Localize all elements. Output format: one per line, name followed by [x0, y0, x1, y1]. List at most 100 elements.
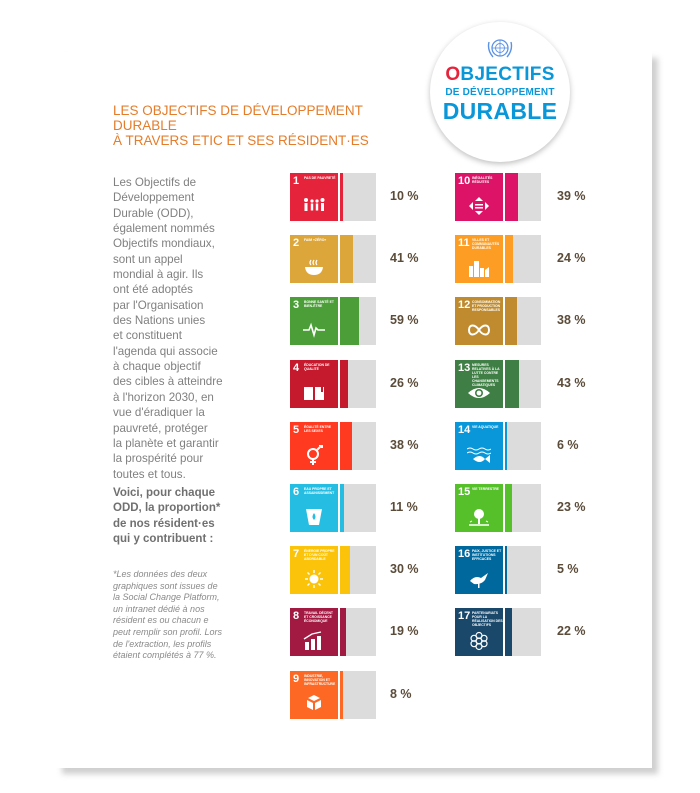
- sdg-number: 9: [293, 673, 300, 685]
- sdg-label: PARTENARIATS POUR LA RÉALISATION DES OBJ…: [472, 611, 503, 627]
- intro-line: ont été adoptés: [113, 283, 193, 297]
- sdg-label: CONSOMMATION ET PRODUCTION RESPONSABLES: [472, 300, 501, 312]
- sdg-12-tile: 12 CONSOMMATION ET PRODUCTION RESPONSABLE…: [455, 297, 503, 345]
- sdg-number: 14: [458, 424, 471, 436]
- sdg-10-tile: 10 INÉGALITÉS RÉDUITES: [455, 173, 503, 221]
- sdg-bar: [505, 235, 513, 283]
- intro-line: la prospérité pour: [113, 452, 204, 466]
- sdg-value-label: 19 %: [390, 624, 419, 638]
- sdg-14-tile: 14 VIE AQUATIQUE: [455, 422, 503, 470]
- sdg-number: 5: [293, 424, 300, 436]
- intro-line: l'agenda qui associe: [113, 344, 218, 358]
- sdg-label: INDUSTRIE, INNOVATION ET INFRASTRUCTURE: [304, 674, 336, 686]
- un-emblem-icon: [487, 39, 513, 58]
- sdg-bar: [505, 173, 518, 221]
- highlight-line: de nos résident·es: [113, 517, 215, 530]
- sdg-3-tile: 3 BONNE SANTÉ ET BIEN-ÊTRE: [290, 297, 338, 345]
- sdg-bar-track: [505, 297, 541, 345]
- intro-line: Les Objectifs de: [113, 176, 197, 189]
- sdg-label: PAS DE PAUVRETÉ: [304, 176, 336, 180]
- sdg-2-tile: 2 FAIM «ZÉRO»: [290, 235, 338, 283]
- sdg-7-tile: 7 ÉNERGIE PROPRE ET D'UN COÛT ABORDABLE: [290, 546, 338, 594]
- sdg-label: ÉGALITÉ ENTRE LES SEXES: [304, 425, 332, 433]
- footnote-line: de l'extraction, les profils: [113, 638, 212, 649]
- page-title-line2: À TRAVERS ETIC ET SES RÉSIDENT·ES: [113, 133, 369, 148]
- sdg-bar-track: [340, 297, 376, 345]
- sdg-bar: [340, 671, 343, 719]
- sdg-bar-track: [505, 608, 541, 656]
- eye-globe-icon: [468, 388, 490, 398]
- highlight-line: ODD, la proportion*: [113, 502, 221, 515]
- sdg-value-label: 41 %: [390, 251, 419, 265]
- sdg-bar-track: [340, 671, 376, 719]
- sdg-label: ÉNERGIE PROPRE ET D'UN COÛT ABORDABLE: [304, 549, 335, 561]
- sdg-bar: [505, 297, 518, 345]
- water-drop-icon: [306, 509, 322, 525]
- city-icon: [469, 261, 489, 277]
- footnote-line: graphiques sont issues de: [113, 580, 218, 591]
- sdg-label: VIE AQUATIQUE: [472, 425, 499, 429]
- bowl-icon: [305, 259, 323, 275]
- sdg-bar-track: [505, 546, 541, 594]
- page-title-line1: LES OBJECTIFS DE DÉVELOPPEMENT DURABLE: [113, 103, 363, 133]
- book-icon: [304, 384, 324, 400]
- intro-line: mondial à agir. Ils: [113, 268, 204, 282]
- sdg-number: 13: [458, 362, 471, 374]
- sdg-bar: [340, 608, 347, 656]
- dove-icon: [470, 573, 488, 588]
- intro-line: Développement: [113, 191, 195, 205]
- sdg-value-label: 10 %: [390, 189, 419, 203]
- tree-icon: [469, 509, 489, 526]
- sdg-label: VIE TERRESTRE: [472, 487, 499, 491]
- sdg-label: BONNE SANTÉ ET BIEN-ÊTRE: [304, 300, 334, 308]
- sdg-label: ÉDUCATION DE QUALITÉ: [304, 363, 330, 371]
- sdg-value-label: 38 %: [557, 313, 586, 327]
- intro-line: toutes et tous.: [113, 467, 186, 481]
- sdg-bar: [505, 546, 507, 594]
- sdg-value-label: 5 %: [557, 562, 579, 576]
- sdg-number: 6: [293, 486, 300, 498]
- gender-icon: [307, 445, 323, 465]
- sdg-bar: [505, 360, 519, 408]
- footnote-paragraph: *Les données des deux graphiques sont iss…: [113, 569, 238, 662]
- sdg-value-label: 6 %: [557, 438, 579, 452]
- sdg-number: 1: [293, 175, 300, 187]
- sdg-number: 3: [293, 299, 300, 311]
- sdg-bar: [340, 235, 354, 283]
- sdg-bar-track: [340, 422, 376, 470]
- sdg-label: PAIX, JUSTICE ET INSTITUTIONS EFFICACES: [472, 549, 502, 561]
- sdg-17-tile: 17 PARTENARIATS POUR LA RÉALISATION DES O…: [455, 608, 503, 656]
- sdg-number: 4: [293, 362, 300, 374]
- sdg-bar: [505, 422, 507, 470]
- intro-line: la planète et garantir: [113, 436, 219, 450]
- intro-line: également nommés: [113, 222, 215, 236]
- intro-line: des cibles à atteindre: [113, 375, 223, 389]
- sdg-number: 16: [458, 548, 471, 560]
- sdg-4-tile: 4 ÉDUCATION DE QUALITÉ: [290, 360, 338, 408]
- sdg-label: EAU PROPRE ET ASSAINISSEMENT: [304, 487, 335, 495]
- footnote-line: résident es ou chacun e: [113, 615, 209, 626]
- sun-icon: [305, 570, 323, 588]
- sdg-number: 12: [458, 299, 471, 311]
- sdg-value-label: 26 %: [390, 376, 419, 390]
- sdg-15-tile: 15 VIE TERRESTRE: [455, 484, 503, 532]
- sdg-value-label: 38 %: [390, 438, 419, 452]
- sdg-number: 15: [458, 486, 471, 498]
- footnote-line: peut remplir son profil. Lors: [113, 626, 223, 637]
- intro-line: et constituent: [113, 329, 182, 343]
- sdg-label: TRAVAIL DÉCENT ET CROISSANCE ÉCONOMIQUE: [304, 611, 334, 623]
- intro-line: sont un appel: [113, 252, 183, 266]
- sdg-bar-track: [505, 360, 541, 408]
- intro-paragraph: Les Objectifs de Développement Durable (OD…: [113, 175, 238, 482]
- sdg-bar: [340, 484, 344, 532]
- sdg-value-label: 22 %: [557, 624, 586, 638]
- sdg-bar-track: [340, 173, 376, 221]
- intro-line: des Nations unies: [113, 314, 206, 328]
- sdg-bar: [340, 360, 349, 408]
- infinity-icon: [467, 324, 491, 336]
- sdg-bar: [505, 608, 513, 656]
- heartbeat-icon: [303, 322, 325, 338]
- highlight-line: qui y contribuent :: [113, 532, 214, 545]
- sdg-bar-track: [340, 235, 376, 283]
- sdg-number: 7: [293, 548, 300, 560]
